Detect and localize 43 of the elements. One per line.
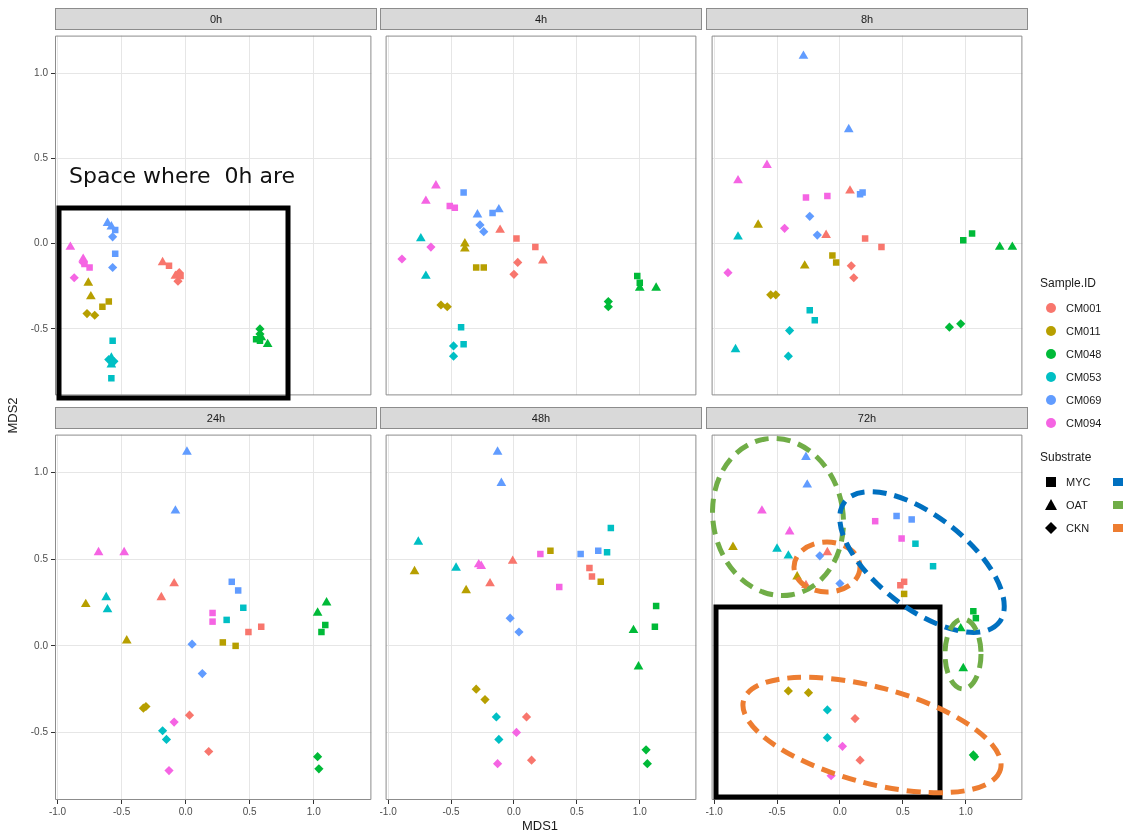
chart-title: 24h: [55, 407, 377, 429]
chart-title: 48h: [380, 407, 702, 429]
chart-title: 4h: [380, 8, 702, 30]
x-tick-label: 1.0: [306, 805, 322, 817]
y-tick-label: 1.0: [34, 66, 49, 78]
x-tick-label: -1.0: [48, 805, 67, 817]
y-tick-label: -0.5: [30, 726, 49, 738]
x-tick-label: 0.0: [506, 805, 522, 817]
x-tick-label: 0.0: [832, 805, 848, 817]
x-axis-title: MDS1: [520, 818, 560, 833]
x-tick-label: -0.5: [768, 805, 787, 817]
x-tick-label: 0.0: [178, 805, 194, 817]
y-axis-title: MDS2: [4, 396, 20, 436]
y-tick-label: 0.5: [34, 152, 49, 164]
legend-label: CM094: [1066, 416, 1102, 429]
chart-title: 8h: [706, 8, 1028, 30]
y-tick-label: 0.5: [34, 553, 49, 565]
legend-label: CM001: [1066, 301, 1102, 314]
x-tick-label: 0.5: [895, 805, 911, 817]
x-tick-label: -0.5: [112, 805, 131, 817]
text: Substrate: [1040, 450, 1093, 464]
chart-title: 72h: [706, 407, 1028, 429]
x-tick-label: 1.0: [958, 805, 974, 817]
text: MYC: [1066, 475, 1091, 488]
text: CKN: [1066, 521, 1090, 534]
y-tick-label: 0.0: [34, 639, 49, 651]
x-tick-label: -1.0: [705, 805, 724, 817]
x-tick-label: -1.0: [379, 805, 398, 817]
y-tick-label: 1.0: [34, 466, 49, 478]
legend-title: Sample.ID: [1040, 276, 1098, 290]
legend-label: CM011: [1066, 324, 1101, 337]
x-tick-label: 1.0: [632, 805, 648, 817]
x-tick-label: 0.5: [569, 805, 585, 817]
y-tick-label: -0.5: [30, 322, 49, 334]
legend-label: CM053: [1066, 370, 1102, 383]
text: OAT: [1066, 498, 1088, 511]
legend-label: CM048: [1066, 347, 1102, 360]
chart-title: 0h: [55, 8, 377, 30]
x-tick-label: -0.5: [442, 805, 461, 817]
annotation: Space where 0h are: [69, 163, 296, 188]
x-tick-label: 0.5: [242, 805, 258, 817]
y-tick-label: 0.0: [34, 237, 49, 249]
legend-label: CM069: [1066, 393, 1102, 406]
